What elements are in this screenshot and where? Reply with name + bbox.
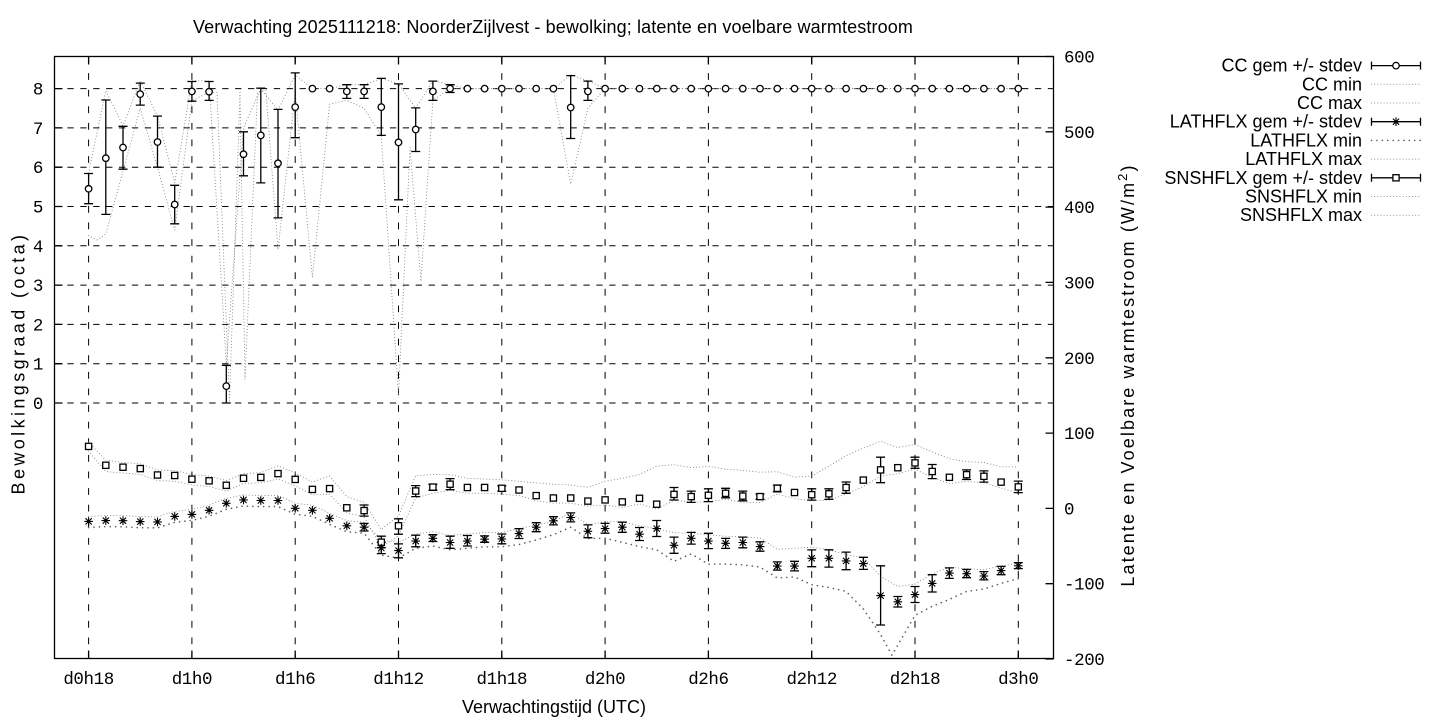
svg-text:0: 0	[1064, 500, 1074, 520]
svg-text:CC max: CC max	[1297, 93, 1362, 113]
svg-text:d2h12: d2h12	[786, 670, 837, 690]
svg-text:d1h0: d1h0	[172, 670, 212, 690]
svg-text:d2h0: d2h0	[585, 670, 625, 690]
svg-text:500: 500	[1064, 124, 1094, 144]
svg-text:d0h18: d0h18	[63, 670, 114, 690]
svg-text:-200: -200	[1064, 651, 1104, 671]
svg-text:d1h6: d1h6	[275, 670, 315, 690]
svg-text:LATHFLX min: LATHFLX min	[1250, 130, 1362, 150]
svg-text:Bewolkingsgraad (octa): Bewolkingsgraad (octa)	[9, 232, 29, 495]
svg-text:d2h6: d2h6	[688, 670, 728, 690]
svg-text:7: 7	[33, 120, 43, 140]
svg-text:100: 100	[1064, 425, 1094, 445]
svg-text:400: 400	[1064, 199, 1094, 219]
svg-text:d1h12: d1h12	[373, 670, 424, 690]
svg-text:1: 1	[33, 356, 43, 376]
svg-text:Latente en Voelbare warmtestro: Latente en Voelbare warmtestroom (W/m2)	[1115, 163, 1139, 586]
svg-text:4: 4	[33, 238, 43, 258]
svg-text:LATHFLX max: LATHFLX max	[1245, 149, 1362, 169]
svg-text:-100: -100	[1064, 576, 1104, 596]
svg-text:0: 0	[33, 395, 43, 415]
svg-text:6: 6	[33, 159, 43, 179]
svg-text:200: 200	[1064, 350, 1094, 370]
svg-text:600: 600	[1064, 49, 1094, 69]
svg-text:d3h0: d3h0	[998, 670, 1038, 690]
svg-text:SNSHFLX max: SNSHFLX max	[1240, 205, 1362, 225]
svg-text:300: 300	[1064, 274, 1094, 294]
svg-text:3: 3	[33, 277, 43, 297]
svg-text:Verwachting 2025111218: Noorde: Verwachting 2025111218: NoorderZijlvest …	[193, 17, 913, 37]
svg-text:2: 2	[33, 316, 43, 336]
svg-text:LATHFLX gem +/- stdev: LATHFLX gem +/- stdev	[1170, 112, 1362, 132]
svg-text:d1h18: d1h18	[477, 670, 528, 690]
svg-text:CC min: CC min	[1302, 74, 1362, 94]
svg-text:d2h18: d2h18	[890, 670, 941, 690]
svg-text:CC gem +/- stdev: CC gem +/- stdev	[1221, 56, 1362, 76]
svg-text:8: 8	[33, 81, 43, 101]
svg-text:SNSHFLX min: SNSHFLX min	[1245, 187, 1362, 207]
svg-text:5: 5	[33, 199, 43, 219]
svg-text:Verwachtingstijd (UTC): Verwachtingstijd (UTC)	[462, 697, 646, 717]
svg-text:SNSHFLX gem +/- stdev: SNSHFLX gem +/- stdev	[1164, 168, 1362, 188]
